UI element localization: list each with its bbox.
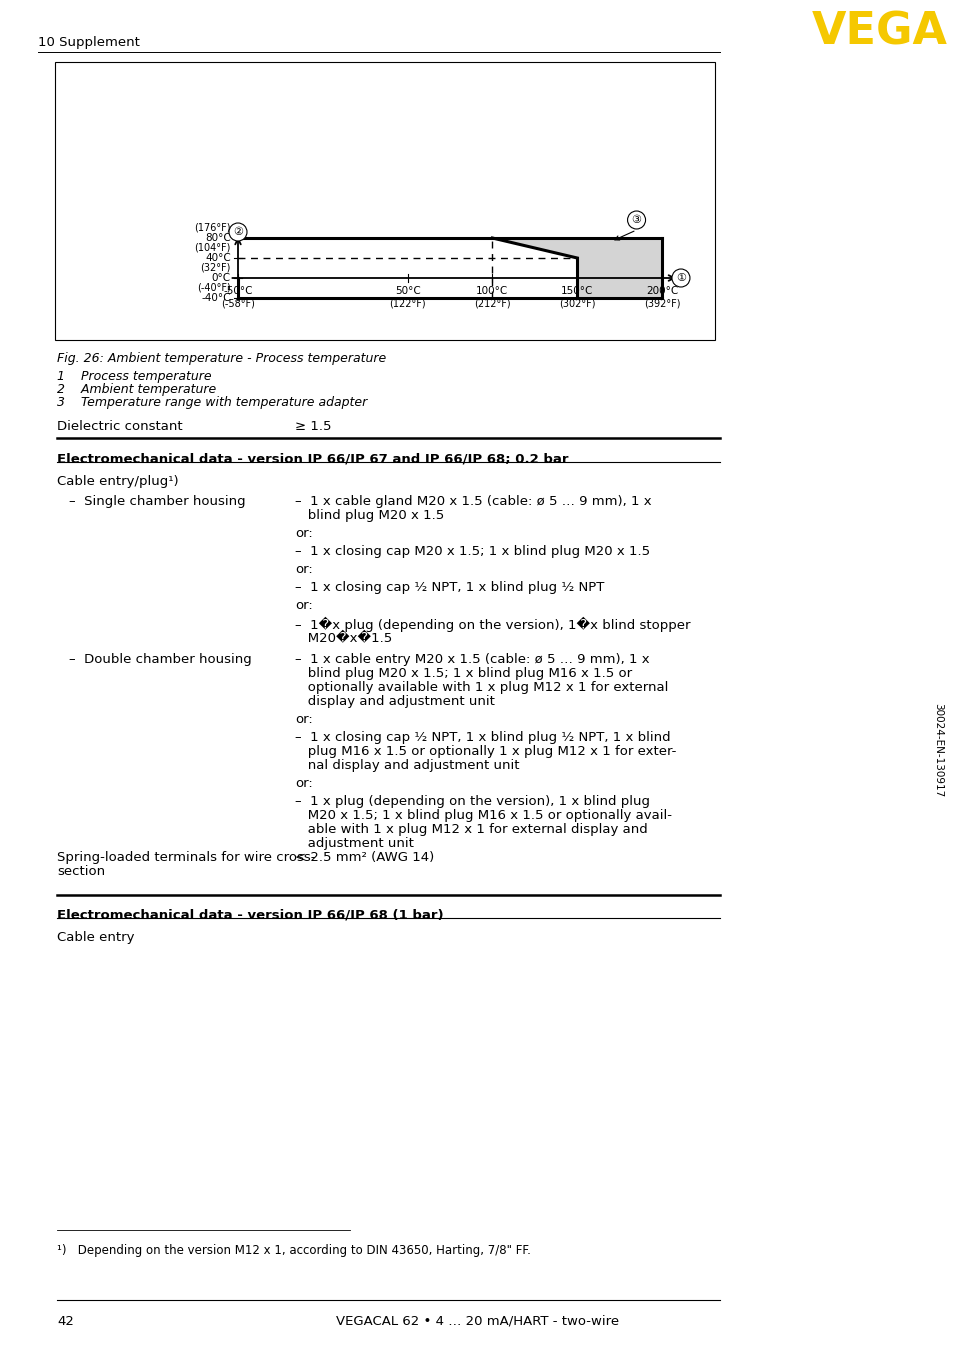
Text: or:: or: (294, 598, 313, 612)
Text: 40°C: 40°C (205, 253, 231, 263)
Text: M20�x�1.5: M20�x�1.5 (294, 631, 392, 645)
Text: -40°C: -40°C (201, 292, 231, 303)
Text: ¹)   Depending on the version M12 x 1, according to DIN 43650, Harting, 7/8" FF.: ¹) Depending on the version M12 x 1, acc… (57, 1244, 530, 1257)
Text: 2    Ambient temperature: 2 Ambient temperature (57, 383, 216, 395)
Text: able with 1 x plug M12 x 1 for external display and: able with 1 x plug M12 x 1 for external … (294, 823, 647, 835)
Text: –  1 x closing cap ½ NPT, 1 x blind plug ½ NPT: – 1 x closing cap ½ NPT, 1 x blind plug … (294, 581, 604, 594)
Text: (176°F): (176°F) (194, 222, 231, 232)
Text: Dielectric constant: Dielectric constant (57, 420, 182, 433)
Text: 42: 42 (57, 1315, 73, 1328)
Text: (104°F): (104°F) (194, 242, 231, 252)
Text: –  1 x closing cap M20 x 1.5; 1 x blind plug M20 x 1.5: – 1 x closing cap M20 x 1.5; 1 x blind p… (294, 546, 649, 558)
Polygon shape (492, 238, 661, 298)
Text: –  1 x cable entry M20 x 1.5 (cable: ø 5 … 9 mm), 1 x: – 1 x cable entry M20 x 1.5 (cable: ø 5 … (294, 653, 649, 666)
Text: (392°F): (392°F) (643, 298, 679, 307)
Text: ②: ② (233, 227, 243, 237)
Bar (55, 62, 714, 340)
Text: 100°C: 100°C (476, 286, 508, 297)
Text: (302°F): (302°F) (558, 298, 595, 307)
Text: (-40°F): (-40°F) (197, 282, 231, 292)
Text: or:: or: (294, 527, 313, 540)
Text: Cable entry: Cable entry (57, 932, 134, 944)
Text: (122°F): (122°F) (389, 298, 425, 307)
Circle shape (229, 223, 247, 241)
Text: –  1 x closing cap ½ NPT, 1 x blind plug ½ NPT, 1 x blind: – 1 x closing cap ½ NPT, 1 x blind plug … (294, 731, 670, 743)
Text: 0°C: 0°C (212, 274, 231, 283)
Text: optionally available with 1 x plug M12 x 1 for external: optionally available with 1 x plug M12 x… (294, 681, 668, 695)
Text: –  Single chamber housing: – Single chamber housing (69, 496, 245, 508)
Circle shape (627, 211, 645, 229)
Text: adjustment unit: adjustment unit (294, 837, 414, 850)
Text: –  1 x cable gland M20 x 1.5 (cable: ø 5 … 9 mm), 1 x: – 1 x cable gland M20 x 1.5 (cable: ø 5 … (294, 496, 651, 508)
Text: 30024-EN-130917: 30024-EN-130917 (932, 703, 942, 798)
Text: 80°C: 80°C (205, 233, 231, 242)
Text: display and adjustment unit: display and adjustment unit (294, 695, 495, 708)
Text: ≥ 1.5: ≥ 1.5 (294, 420, 331, 433)
Text: Cable entry/plug¹): Cable entry/plug¹) (57, 475, 178, 487)
Text: Spring-loaded terminals for wire cross-: Spring-loaded terminals for wire cross- (57, 852, 315, 864)
Text: –  1�x plug (depending on the version), 1�x blind stopper: – 1�x plug (depending on the version), 1… (294, 617, 690, 632)
Text: 10 Supplement: 10 Supplement (38, 37, 140, 49)
Text: 1    Process temperature: 1 Process temperature (57, 370, 212, 383)
Text: Electromechanical data - version IP 66/IP 68 (1 bar): Electromechanical data - version IP 66/I… (57, 909, 443, 922)
Text: or:: or: (294, 777, 313, 789)
Text: (32°F): (32°F) (200, 263, 231, 272)
Text: ③: ③ (631, 215, 640, 225)
Text: –  1 x plug (depending on the version), 1 x blind plug: – 1 x plug (depending on the version), 1… (294, 795, 649, 808)
Text: 3    Temperature range with temperature adapter: 3 Temperature range with temperature ada… (57, 395, 367, 409)
Text: 200°C: 200°C (645, 286, 678, 297)
Circle shape (671, 269, 689, 287)
Text: < 2.5 mm² (AWG 14): < 2.5 mm² (AWG 14) (294, 852, 434, 864)
Text: VEGA: VEGA (811, 11, 947, 54)
Text: –  Double chamber housing: – Double chamber housing (69, 653, 252, 666)
Text: section: section (57, 865, 105, 877)
Text: blind plug M20 x 1.5; 1 x blind plug M16 x 1.5 or: blind plug M20 x 1.5; 1 x blind plug M16… (294, 668, 632, 680)
Text: or:: or: (294, 714, 313, 726)
Text: blind plug M20 x 1.5: blind plug M20 x 1.5 (294, 509, 444, 523)
Text: 150°C: 150°C (560, 286, 593, 297)
Text: nal display and adjustment unit: nal display and adjustment unit (294, 760, 519, 772)
Text: (212°F): (212°F) (474, 298, 510, 307)
Text: VEGACAL 62 • 4 … 20 mA/HART - two-wire: VEGACAL 62 • 4 … 20 mA/HART - two-wire (336, 1315, 618, 1328)
Text: Electromechanical data - version IP 66/IP 67 and IP 66/IP 68; 0.2 bar: Electromechanical data - version IP 66/I… (57, 452, 568, 464)
Text: M20 x 1.5; 1 x blind plug M16 x 1.5 or optionally avail-: M20 x 1.5; 1 x blind plug M16 x 1.5 or o… (294, 808, 671, 822)
Text: or:: or: (294, 563, 313, 575)
Text: -50°C: -50°C (223, 286, 253, 297)
Text: plug M16 x 1.5 or optionally 1 x plug M12 x 1 for exter-: plug M16 x 1.5 or optionally 1 x plug M1… (294, 745, 676, 758)
Text: (-58°F): (-58°F) (221, 298, 254, 307)
Text: Fig. 26: Ambient temperature - Process temperature: Fig. 26: Ambient temperature - Process t… (57, 352, 386, 366)
Text: ①: ① (676, 274, 685, 283)
Text: 50°C: 50°C (395, 286, 420, 297)
